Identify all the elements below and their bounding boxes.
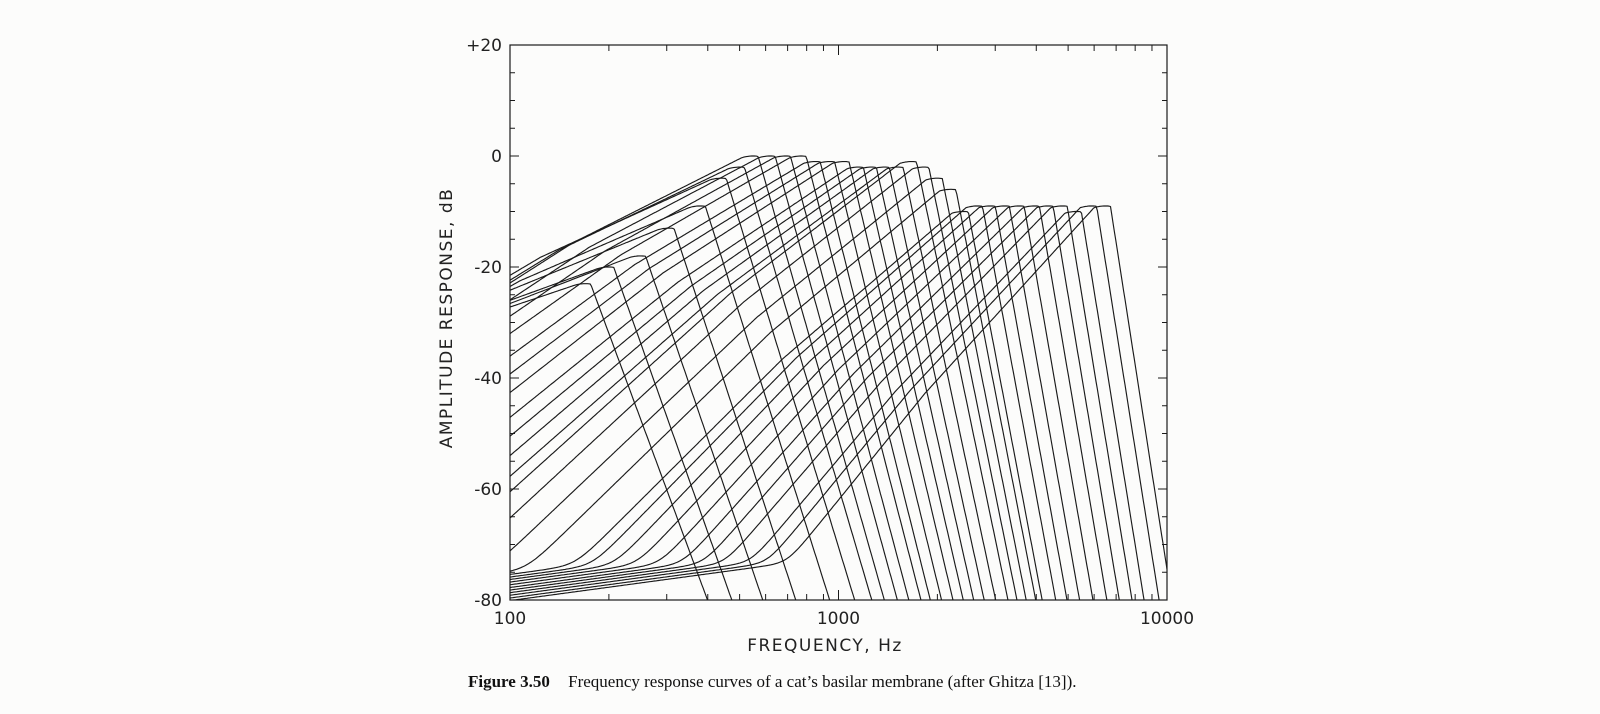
axis-ticks [509, 44, 1168, 601]
response-curve [510, 205, 1068, 600]
x-tick-label: 100 [494, 609, 526, 629]
response-curve [510, 166, 975, 600]
y-tick-label: 0 [491, 147, 502, 167]
y-axis-label: AMPLITUDE RESPONSE, dB [437, 187, 457, 449]
response-curve [510, 283, 709, 600]
y-tick-label: -20 [474, 258, 502, 278]
y-tick-label: +20 [466, 36, 502, 56]
response-curve [510, 205, 1133, 600]
y-tick-label: -40 [474, 369, 502, 389]
response-curve [510, 205, 1160, 600]
response-curves [510, 155, 1167, 600]
response-curve [510, 205, 1057, 600]
plot-frame [509, 44, 1168, 601]
response-curve [510, 166, 964, 600]
response-curve [510, 255, 764, 600]
response-curve [510, 210, 1145, 600]
y-tick-label: -60 [474, 480, 502, 500]
response-curve [510, 205, 831, 600]
response-curve [510, 205, 1120, 600]
response-curve [510, 155, 898, 600]
x-axis-label: FREQUENCY, Hz [747, 636, 903, 656]
response-curve [510, 166, 985, 600]
response-curve [510, 161, 954, 600]
caption-text: Frequency response curves of a cat’s bas… [568, 672, 1077, 691]
response-curve [510, 205, 1094, 600]
response-curve [510, 155, 910, 600]
response-curve [510, 188, 1037, 600]
response-curve [510, 166, 1018, 600]
response-curve [510, 205, 1081, 600]
response-curve [510, 210, 1043, 600]
x-tick-label: 10000 [1140, 609, 1194, 629]
y-tick-label: -80 [474, 591, 502, 611]
x-tick-label: 1000 [817, 609, 860, 629]
response-curve [510, 227, 797, 600]
response-curve [510, 155, 922, 600]
figure-caption: Figure 3.50 Frequency response curves of… [468, 672, 1076, 692]
response-curve [510, 205, 1167, 600]
response-curve [510, 177, 1027, 600]
response-curve [510, 266, 733, 600]
response-curve [510, 166, 997, 600]
response-curve [510, 205, 1108, 600]
response-curve [510, 161, 931, 600]
response-curve [510, 155, 885, 600]
response-curve [510, 177, 856, 600]
figure-number: Figure 3.50 [468, 672, 550, 691]
